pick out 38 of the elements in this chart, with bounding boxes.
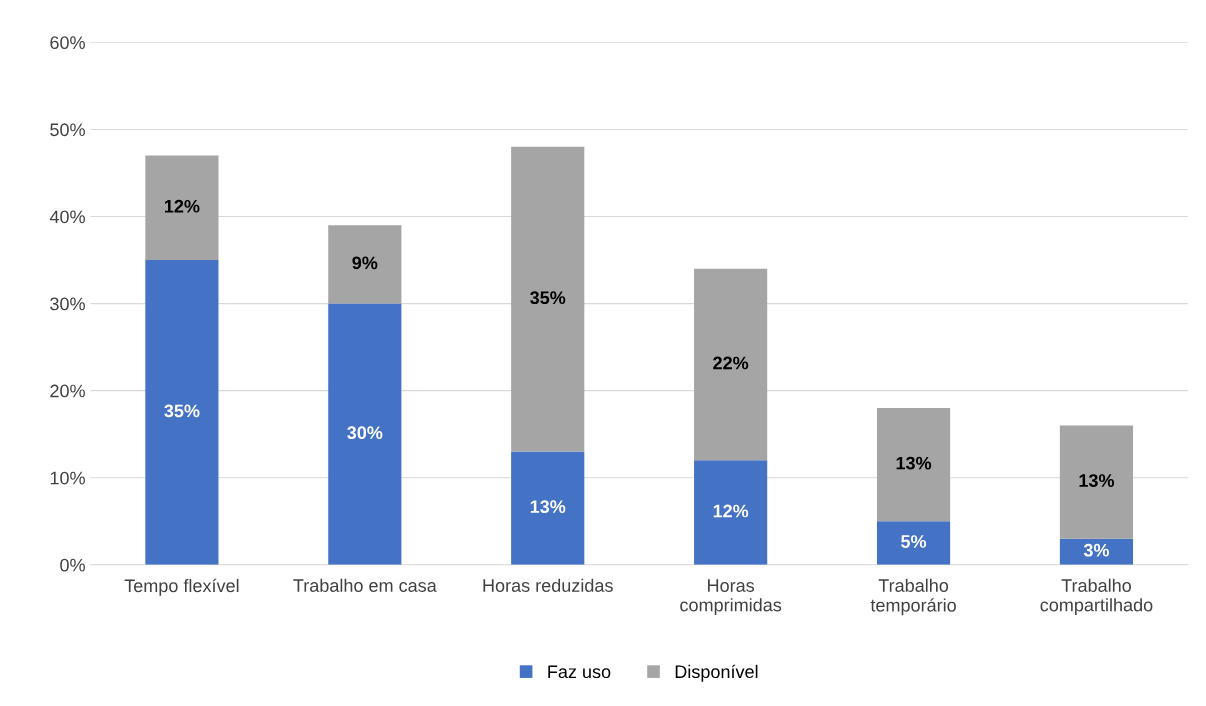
data-label: 13% [896,456,932,470]
bar [145,260,219,565]
y-tick-label: 50% [50,123,85,137]
x-tick-label: Horas reduzidas [483,578,613,592]
data-label: 12% [164,199,200,213]
x-tick-label: Tempo flexível [124,578,239,596]
bar [145,155,219,261]
x-tick-label: Trabalho em casa [293,578,437,592]
bar [328,303,402,565]
x-tick-label: Trabalho compartilhado [1040,578,1153,615]
data-label: 13% [1079,474,1115,487]
data-label: 22% [713,356,749,370]
x-tick-label: Horas comprimidas [680,579,782,615]
data-label: 9% [352,256,378,270]
bar [694,268,768,461]
bar [1059,425,1134,539]
data-label: 13% [530,500,566,514]
data-label: 5% [901,535,927,548]
bar [876,408,951,522]
legend-label: Disponível [675,664,758,682]
data-label: 3% [1083,543,1110,557]
legend-label: Faz uso [548,665,611,679]
y-tick-label: 40% [49,210,85,224]
bar [328,225,402,304]
data-label: 12% [713,504,749,518]
y-tick-label: 60% [50,36,85,50]
y-tick-label: 10% [50,471,85,485]
bar [694,460,768,565]
data-label: 35% [530,291,566,305]
x-tick-label: Trabalho temporário [870,578,956,616]
y-tick-label: 20% [50,384,85,398]
data-label: 35% [164,404,200,418]
y-tick-label: 0% [60,558,85,572]
bar [876,521,951,565]
bar [511,146,585,452]
data-label: 30% [347,426,383,440]
y-tick-label: 30% [50,297,85,311]
bar [511,451,585,565]
